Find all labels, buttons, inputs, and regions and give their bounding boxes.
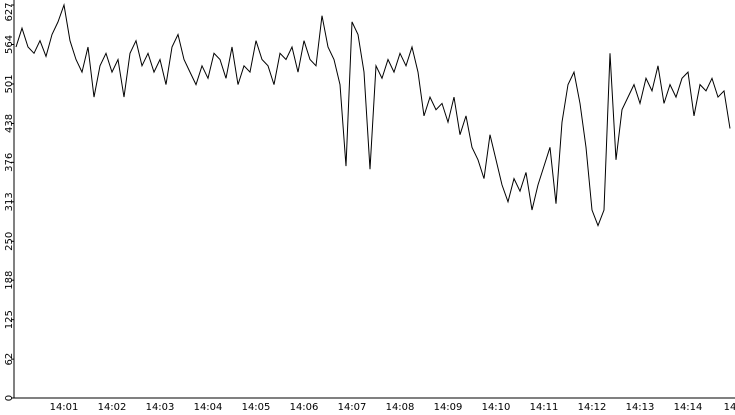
y-tick-label: 250 [4, 232, 15, 251]
y-tick-label: 627 [4, 2, 15, 21]
x-tick-label: 14:10 [482, 402, 511, 413]
y-tick-label: 564 [4, 35, 15, 54]
x-tick-label: 14:11 [530, 402, 559, 413]
y-tick-label: 376 [4, 153, 15, 172]
y-tick-label: 501 [4, 74, 15, 93]
x-tick-label: 14:14 [674, 402, 703, 413]
x-tick-label: 14:08 [386, 402, 415, 413]
y-tick-label: 188 [4, 271, 15, 290]
y-tick-label: 438 [4, 114, 15, 133]
x-tick-label: 14:01 [50, 402, 79, 413]
x-tick-label: 14 [724, 402, 735, 413]
x-tick-label: 14:05 [242, 402, 271, 413]
x-tick-label: 14:03 [146, 402, 175, 413]
x-tick-label: 14:06 [290, 402, 319, 413]
y-tick-label: 125 [4, 310, 15, 329]
data-line [15, 3, 731, 227]
x-tick-label: 14:09 [434, 402, 463, 413]
x-tick-label: 14:02 [98, 402, 127, 413]
x-tick-label: 14:13 [626, 402, 655, 413]
x-tick-label: 14:07 [338, 402, 367, 413]
y-tick-label: 62 [4, 353, 15, 366]
x-tick-label: 14:12 [578, 402, 607, 413]
y-tick-label: 0 [4, 395, 15, 401]
x-tick-label: 14:04 [194, 402, 223, 413]
y-tick-label: 313 [4, 192, 15, 211]
